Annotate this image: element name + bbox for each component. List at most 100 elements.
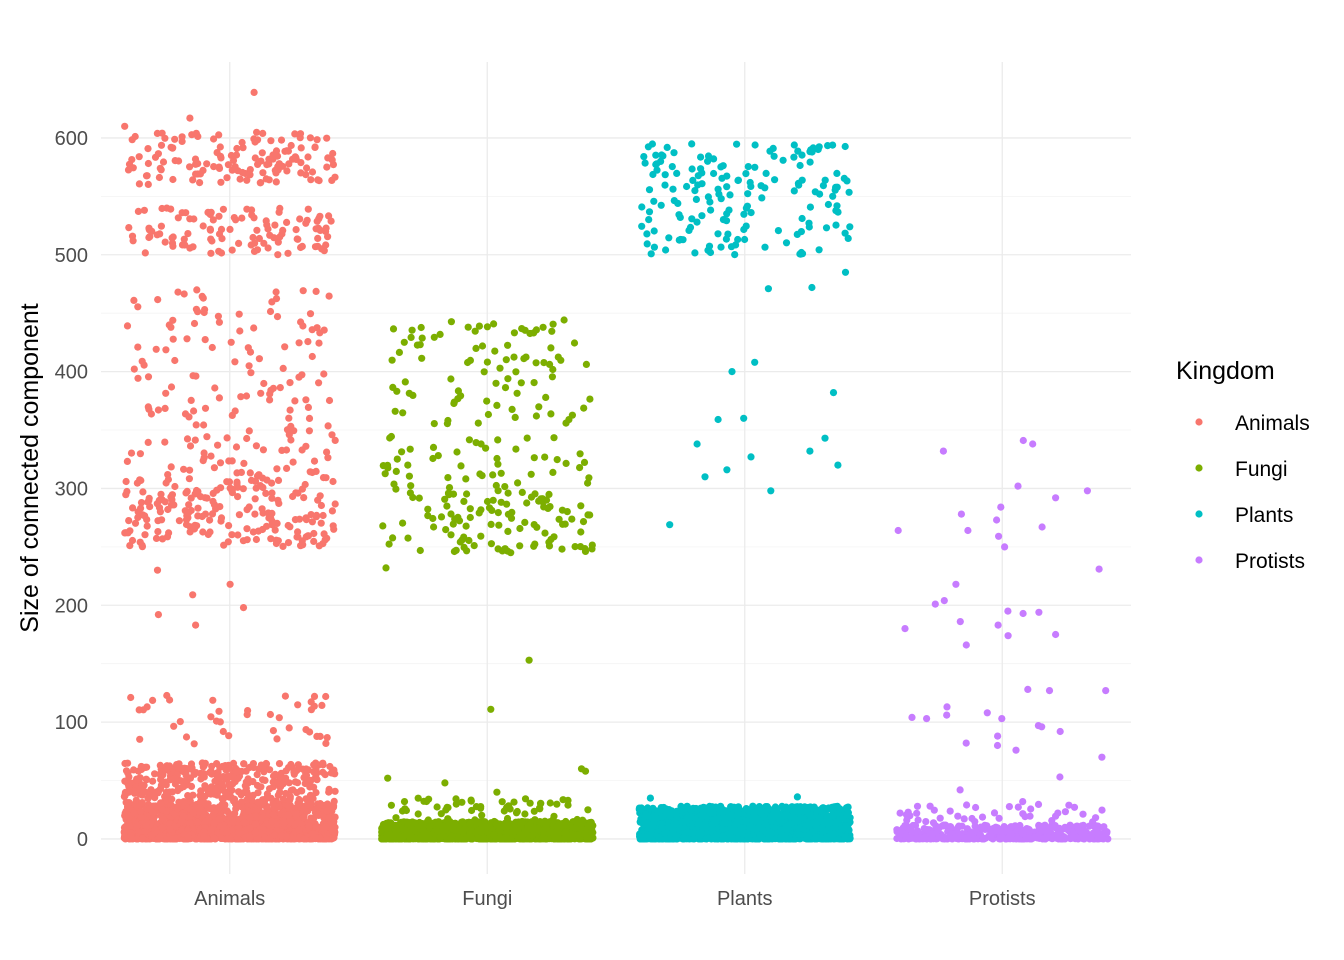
data-point — [156, 230, 164, 238]
data-point — [523, 499, 531, 507]
data-point — [576, 464, 584, 472]
data-point — [550, 434, 558, 442]
data-point — [217, 514, 226, 522]
data-point — [286, 379, 294, 387]
data-point — [494, 508, 502, 517]
data-point — [270, 831, 279, 839]
data-point — [546, 503, 554, 511]
data-point — [477, 532, 485, 540]
data-point — [453, 448, 461, 456]
data-point — [185, 475, 193, 483]
data-point — [263, 161, 271, 169]
data-point — [221, 764, 229, 772]
data-point — [169, 144, 177, 152]
data-point — [123, 457, 131, 465]
data-point — [128, 136, 136, 144]
data-point — [254, 798, 262, 806]
data-point — [217, 178, 225, 186]
data-point — [537, 495, 545, 503]
data-point — [479, 835, 487, 843]
data-point — [209, 696, 217, 704]
data-point — [141, 827, 149, 836]
data-point — [200, 421, 208, 429]
series-plants — [635, 140, 854, 843]
data-point — [276, 233, 284, 241]
data-point — [275, 160, 283, 168]
data-point — [471, 816, 479, 824]
data-point — [156, 770, 164, 778]
data-point — [527, 470, 535, 478]
data-point — [169, 335, 177, 343]
data-point — [408, 326, 416, 334]
data-point — [271, 770, 279, 779]
data-point — [418, 354, 426, 362]
data-point — [233, 478, 241, 486]
data-point — [156, 761, 164, 770]
data-point — [267, 535, 275, 543]
data-point — [275, 714, 283, 722]
data-point — [390, 480, 398, 488]
data-point — [259, 169, 267, 177]
data-point — [228, 411, 236, 419]
data-point — [283, 218, 291, 226]
data-point — [557, 356, 565, 364]
data-point — [523, 434, 531, 442]
data-point — [273, 519, 281, 528]
data-point — [130, 766, 138, 774]
data-point — [483, 358, 491, 366]
data-point — [215, 707, 223, 715]
series-fungi — [378, 316, 597, 843]
data-point — [201, 782, 209, 790]
data-point — [163, 533, 172, 541]
data-point — [200, 832, 208, 840]
data-point — [140, 206, 148, 214]
data-point — [234, 493, 242, 501]
data-point — [417, 323, 425, 332]
data-point — [278, 446, 286, 454]
data-point — [313, 136, 321, 144]
data-point — [200, 449, 208, 457]
data-point — [455, 827, 463, 835]
data-point — [313, 511, 321, 519]
data-point — [166, 825, 174, 833]
data-point — [253, 771, 261, 779]
data-point — [162, 479, 170, 487]
data-point — [516, 542, 524, 550]
data-point — [251, 820, 260, 828]
data-point — [324, 422, 332, 430]
data-point — [136, 735, 144, 743]
data-point — [328, 507, 336, 515]
data-point — [201, 793, 209, 801]
data-point — [430, 420, 438, 428]
data-point — [471, 327, 479, 335]
data-point — [489, 471, 497, 479]
data-point — [508, 405, 516, 413]
data-point — [184, 230, 192, 238]
data-point — [181, 410, 190, 418]
data-point — [281, 692, 289, 700]
data-point — [121, 122, 129, 130]
data-point — [219, 727, 227, 736]
data-point — [554, 822, 562, 831]
data-point — [263, 522, 271, 530]
data-point — [313, 776, 321, 784]
data-point — [530, 542, 538, 550]
data-point — [299, 287, 307, 295]
data-point — [503, 828, 511, 837]
data-point — [316, 212, 324, 220]
data-point — [201, 759, 209, 767]
data-point — [378, 835, 386, 843]
data-point — [243, 176, 251, 184]
data-point — [452, 800, 460, 808]
data-point — [549, 468, 557, 476]
data-point — [313, 732, 321, 741]
data-point — [134, 374, 142, 382]
data-point — [141, 249, 149, 257]
data-point — [321, 536, 329, 544]
data-point — [209, 489, 217, 497]
data-point — [121, 759, 129, 768]
data-point — [141, 512, 149, 520]
data-point — [161, 134, 169, 142]
data-point — [216, 459, 225, 467]
data-point — [182, 489, 190, 497]
